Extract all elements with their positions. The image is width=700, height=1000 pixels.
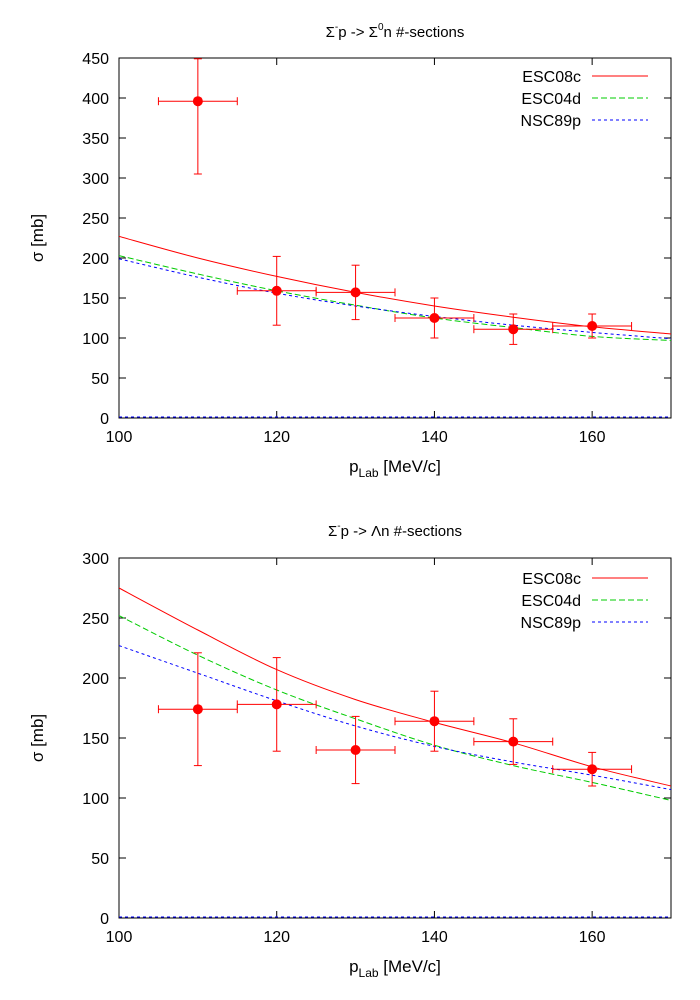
data-marker [192, 704, 203, 715]
y-tick-label: 100 [82, 331, 109, 348]
y-tick-label: 100 [82, 791, 109, 808]
data-point [394, 297, 475, 339]
legend-label: NSC89p [521, 113, 582, 130]
data-marker [508, 324, 519, 335]
y-tick-label: 200 [82, 671, 109, 688]
data-point [315, 264, 396, 321]
data-marker [429, 716, 440, 727]
x-label-part: [MeV/c] [379, 957, 441, 976]
title-part: Σ [326, 24, 335, 41]
data-marker [271, 699, 282, 710]
data-point [236, 657, 317, 752]
data-point [552, 313, 633, 339]
title-part: n #-sections [384, 24, 465, 41]
legend-label: NSC89p [521, 615, 582, 632]
data-point [473, 718, 554, 765]
x-label-part: p [349, 457, 358, 476]
chart-panel-2: Σ-p -> Λn #-sections 0 50 100 150 200 250 300 10… [28, 521, 672, 980]
data-point [315, 715, 396, 785]
data-marker [271, 285, 282, 296]
series-line-nsc89p [119, 645, 671, 791]
y-tick-label: 150 [82, 731, 109, 748]
title-superscript: - [337, 521, 340, 532]
legend-label: ESC04d [521, 593, 581, 610]
series-line-esc04d [119, 255, 671, 341]
data-point [473, 313, 554, 345]
data-marker [350, 745, 361, 755]
data-marker [587, 321, 598, 331]
x-tick-label: 120 [263, 929, 290, 946]
series-line-esc08c [119, 587, 671, 787]
y-tick-label: 350 [82, 131, 109, 148]
y-tick-label: 50 [91, 371, 109, 388]
y-axis-label: σ [mb] [28, 714, 47, 762]
plot-frame [118, 57, 672, 419]
data-marker [429, 313, 440, 323]
legend: ESC08c ESC04d NSC89p [521, 571, 648, 632]
data-point [552, 751, 633, 787]
y-tick-label: 250 [82, 611, 109, 628]
y-tick-label: 50 [91, 851, 109, 868]
chart-title: Σ-p -> Λn #-sections [328, 521, 462, 540]
title-part: p -> Σ [338, 24, 378, 41]
title-superscript: - [335, 22, 338, 33]
title-part: Σ [328, 523, 337, 540]
x-tick-label: 160 [579, 929, 606, 946]
title-part: n #-sections [381, 523, 462, 540]
x-tick-label: 160 [579, 429, 606, 446]
y-tick-label: 300 [82, 551, 109, 568]
data-point [157, 58, 238, 175]
legend-label: ESC04d [521, 91, 581, 108]
x-tick-label: 100 [106, 929, 133, 946]
data-marker [192, 96, 203, 107]
data-marker [587, 764, 598, 775]
x-axis-label: pLab [MeV/c] [349, 957, 441, 980]
x-label-part: [MeV/c] [379, 457, 441, 476]
y-axis-label: σ [mb] [28, 214, 47, 262]
data-point [157, 652, 238, 767]
x-tick-label: 140 [421, 929, 448, 946]
y-tick-label: 200 [82, 251, 109, 268]
data-point [394, 690, 475, 752]
x-axis-label: pLab [MeV/c] [349, 457, 441, 480]
data-marker [350, 287, 361, 298]
chart-panel-1: Σ-p -> Σ0n #-sections0501001502002503003… [28, 22, 672, 480]
y-tick-label: 0 [100, 411, 109, 428]
legend-label: ESC08c [522, 69, 581, 86]
series-line-esc04d [119, 615, 671, 801]
y-tick-label: 150 [82, 291, 109, 308]
title-part: p -> Λ [341, 523, 381, 540]
x-tick-label: 100 [106, 429, 133, 446]
legend: ESC08c ESC04d NSC89p [521, 69, 648, 130]
legend-label: ESC08c [522, 571, 581, 588]
x-tick-label: 120 [263, 429, 290, 446]
x-tick-label: 140 [421, 429, 448, 446]
y-tick-label: 300 [82, 171, 109, 188]
plot-frame [118, 557, 672, 919]
y-tick-label: 400 [82, 91, 109, 108]
x-label-subscript: Lab [359, 966, 379, 980]
y-tick-label: 450 [82, 51, 109, 68]
chart-title: Σ-p -> Σ0n #-sections [326, 22, 465, 41]
y-tick-label: 250 [82, 211, 109, 228]
title-superscript: 0 [378, 22, 384, 33]
y-tick-label: 0 [100, 911, 109, 928]
data-point [236, 255, 317, 326]
data-marker [508, 736, 519, 747]
x-label-subscript: Lab [359, 466, 379, 480]
x-label-part: p [349, 957, 358, 976]
